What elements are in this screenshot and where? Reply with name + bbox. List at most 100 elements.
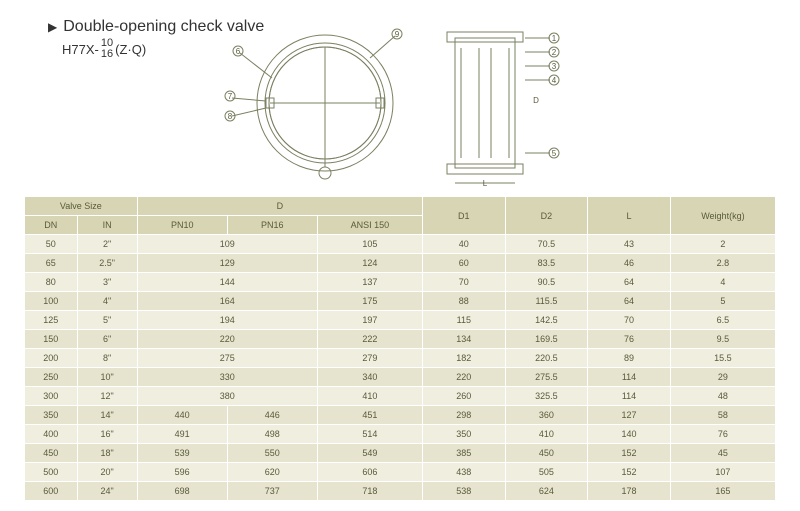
table-cell: 5	[670, 292, 775, 311]
table-cell: 400	[25, 425, 78, 444]
table-cell: 48	[670, 387, 775, 406]
table-cell: 64	[588, 273, 671, 292]
table-cell: 410	[505, 425, 588, 444]
table-cell: 152	[588, 463, 671, 482]
table-cell: 446	[227, 406, 317, 425]
table-cell: 410	[317, 387, 422, 406]
sku-fraction: 10 16	[101, 38, 113, 60]
table-cell: 90.5	[505, 273, 588, 292]
table-cell: 14"	[77, 406, 137, 425]
table-cell: 107	[670, 463, 775, 482]
table-cell: 152	[588, 444, 671, 463]
hdr-d: D	[137, 197, 422, 216]
table-cell: 10"	[77, 368, 137, 387]
table-cell: 298	[422, 406, 505, 425]
table-cell: 220.5	[505, 349, 588, 368]
table-cell: 450	[25, 444, 78, 463]
table-cell: 6"	[77, 330, 137, 349]
hdr-ansi150: ANSI 150	[317, 216, 422, 235]
table-cell: 127	[588, 406, 671, 425]
table-cell: 624	[505, 482, 588, 501]
table-cell: 164	[137, 292, 317, 311]
table-cell: 115	[422, 311, 505, 330]
table-cell: 124	[317, 254, 422, 273]
table-cell: 250	[25, 368, 78, 387]
table-cell: 105	[317, 235, 422, 254]
table-cell: 220	[137, 330, 317, 349]
table-row: 35014"44044645129836012758	[25, 406, 776, 425]
table-cell: 114	[588, 387, 671, 406]
table-row: 803"1441377090.5644	[25, 273, 776, 292]
hdr-dn: DN	[25, 216, 78, 235]
table-cell: 549	[317, 444, 422, 463]
table-cell: 60	[422, 254, 505, 273]
table-row: 1506"220222134169.5769.5	[25, 330, 776, 349]
table-cell: 2.5"	[77, 254, 137, 273]
spec-table-body: 502"1091054070.5432652.5"1291246083.5462…	[25, 235, 776, 501]
table-cell: 182	[422, 349, 505, 368]
table-cell: 88	[422, 292, 505, 311]
callout-2: 2	[552, 48, 557, 57]
table-cell: 64	[588, 292, 671, 311]
table-row: 652.5"1291246083.5462.8	[25, 254, 776, 273]
table-cell: 380	[137, 387, 317, 406]
dim-d-label: D	[533, 96, 539, 105]
table-cell: 165	[670, 482, 775, 501]
table-cell: 350	[25, 406, 78, 425]
table-cell: 109	[137, 235, 317, 254]
table-row: 30012"380410260325.511448	[25, 387, 776, 406]
callout-3: 3	[552, 62, 557, 71]
callout-6: 6	[236, 47, 241, 56]
table-cell: 4	[670, 273, 775, 292]
table-row: 60024"698737718538624178165	[25, 482, 776, 501]
table-cell: 70	[422, 273, 505, 292]
table-cell: 76	[670, 425, 775, 444]
table-cell: 76	[588, 330, 671, 349]
hdr-pn16: PN16	[227, 216, 317, 235]
sku-prefix: H77X-	[62, 42, 99, 57]
dim-l-label: L	[483, 179, 488, 188]
table-cell: 514	[317, 425, 422, 444]
table-cell: 440	[137, 406, 227, 425]
table-cell: 385	[422, 444, 505, 463]
spec-table-wrap: Valve Size D D1 D2 L Weight(kg) DN IN PN…	[24, 196, 776, 501]
table-cell: 275	[137, 349, 317, 368]
table-cell: 46	[588, 254, 671, 273]
table-cell: 220	[422, 368, 505, 387]
hdr-d2: D2	[505, 197, 588, 235]
callout-7: 7	[228, 92, 233, 101]
table-cell: 142.5	[505, 311, 588, 330]
table-row: 45018"53955054938545015245	[25, 444, 776, 463]
table-cell: 2.8	[670, 254, 775, 273]
hdr-pn10: PN10	[137, 216, 227, 235]
hdr-d1: D1	[422, 197, 505, 235]
table-cell: 50	[25, 235, 78, 254]
table-row: 40016"49149851435041014076	[25, 425, 776, 444]
table-cell: 12"	[77, 387, 137, 406]
hdr-weight: Weight(kg)	[670, 197, 775, 235]
table-cell: 538	[422, 482, 505, 501]
table-cell: 5"	[77, 311, 137, 330]
table-cell: 698	[137, 482, 227, 501]
table-cell: 20"	[77, 463, 137, 482]
table-cell: 83.5	[505, 254, 588, 273]
hdr-l: L	[588, 197, 671, 235]
table-cell: 279	[317, 349, 422, 368]
table-cell: 197	[317, 311, 422, 330]
table-cell: 15.5	[670, 349, 775, 368]
table-cell: 3"	[77, 273, 137, 292]
table-cell: 360	[505, 406, 588, 425]
table-cell: 2"	[77, 235, 137, 254]
callout-9: 9	[395, 30, 400, 39]
table-cell: 115.5	[505, 292, 588, 311]
table-cell: 438	[422, 463, 505, 482]
table-cell: 550	[227, 444, 317, 463]
sku-suffix: (Z·Q)	[115, 42, 146, 57]
table-cell: 222	[317, 330, 422, 349]
table-cell: 29	[670, 368, 775, 387]
callout-4: 4	[552, 76, 557, 85]
table-cell: 4"	[77, 292, 137, 311]
table-cell: 600	[25, 482, 78, 501]
table-cell: 18"	[77, 444, 137, 463]
hdr-in: IN	[77, 216, 137, 235]
